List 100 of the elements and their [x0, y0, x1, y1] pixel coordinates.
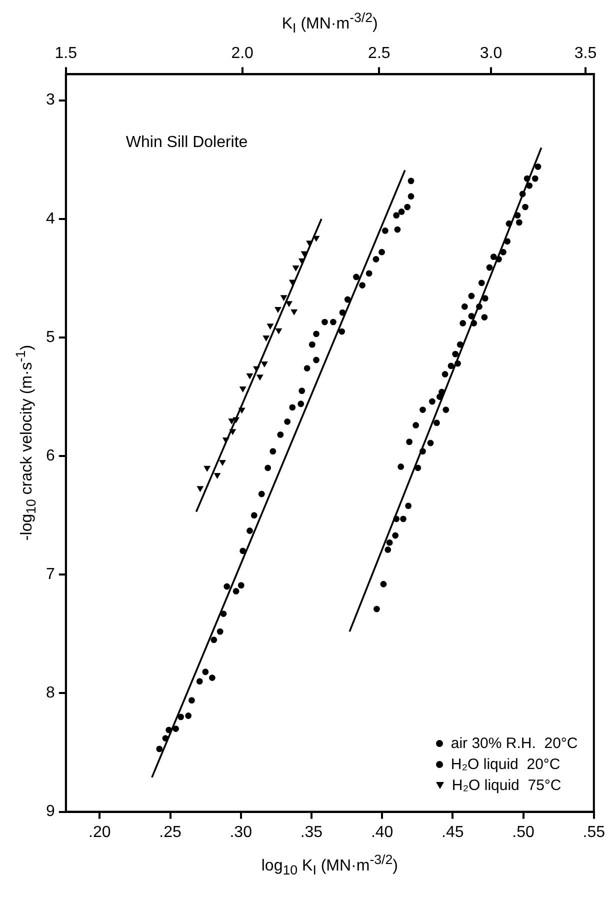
- point: [372, 256, 380, 262]
- point: [306, 240, 313, 247]
- point: [220, 610, 227, 617]
- point: [246, 528, 253, 534]
- point: [460, 320, 466, 326]
- point: [412, 422, 420, 428]
- point: [298, 400, 304, 408]
- point: [522, 204, 528, 210]
- legend-label: H₂O liquid 75°C: [452, 776, 562, 794]
- point: [404, 204, 411, 210]
- point: [482, 295, 488, 302]
- point: [468, 312, 475, 320]
- point: [172, 726, 179, 732]
- point: [292, 265, 300, 272]
- x-axis-title: log$_{10}$ K$_{I}$ (MN·m$^{-3/2}$): [261, 852, 398, 878]
- point: [524, 175, 530, 182]
- point: [239, 386, 246, 392]
- legend-label: H₂O liquid 20°C: [450, 756, 560, 773]
- point: [300, 251, 308, 258]
- point: [393, 212, 400, 219]
- point: [461, 303, 468, 310]
- point: [156, 746, 163, 752]
- point: [284, 418, 291, 425]
- point: [438, 388, 445, 396]
- point: [420, 448, 426, 454]
- point: [452, 350, 459, 358]
- x-tick-label: .45: [442, 824, 464, 841]
- point: [240, 548, 246, 554]
- point: [308, 341, 316, 348]
- point: [304, 365, 310, 372]
- point: [166, 726, 172, 734]
- point: [339, 309, 346, 316]
- point: [313, 356, 320, 364]
- point: [204, 466, 211, 472]
- point: [408, 178, 414, 184]
- point: [405, 502, 412, 510]
- point: [408, 193, 414, 200]
- y-tick-label: 6: [46, 447, 55, 464]
- x-tick-label: .35: [300, 824, 323, 841]
- point: [250, 512, 258, 519]
- point: [393, 516, 400, 522]
- point: [456, 341, 464, 348]
- point: [210, 636, 218, 644]
- point: [185, 712, 192, 719]
- y-tick-label: 5: [46, 328, 55, 346]
- point: [436, 394, 443, 400]
- point: [253, 366, 260, 372]
- point: [442, 406, 450, 413]
- x2-tick-label: 2.0: [231, 45, 254, 62]
- point: [330, 318, 336, 326]
- point: [468, 292, 475, 300]
- point: [470, 320, 478, 326]
- point: [264, 464, 272, 472]
- point: [478, 280, 485, 286]
- point: [500, 248, 506, 256]
- point: [400, 516, 406, 522]
- point: [298, 388, 306, 394]
- point: [454, 360, 461, 367]
- point: [196, 486, 204, 492]
- point: [246, 373, 254, 380]
- point: [260, 362, 268, 368]
- point: [208, 674, 216, 681]
- point: [238, 582, 244, 588]
- point: [526, 182, 533, 189]
- point: [490, 254, 497, 260]
- point: [188, 697, 195, 704]
- point: [394, 226, 401, 233]
- x-tick-label: .40: [370, 824, 394, 841]
- point: [238, 408, 246, 414]
- point: [359, 282, 366, 288]
- point: [398, 464, 404, 470]
- point: [534, 163, 542, 170]
- y-tick-label: 8: [46, 684, 55, 702]
- point: [214, 473, 221, 480]
- point: [414, 464, 422, 472]
- point: [286, 301, 292, 308]
- point: [274, 307, 282, 313]
- point: [219, 460, 226, 466]
- point: [353, 274, 360, 280]
- x2-tick-label: 3.0: [480, 45, 502, 62]
- x-tick-label: .55: [582, 824, 606, 841]
- point: [280, 295, 288, 302]
- point: [486, 264, 493, 271]
- point: [275, 328, 282, 334]
- point: [338, 328, 346, 335]
- point: [374, 606, 380, 612]
- legend-label: air 30% R.H. 20°C: [450, 734, 578, 752]
- point: [386, 539, 393, 546]
- point: [514, 212, 521, 219]
- point: [504, 238, 511, 245]
- point: [496, 256, 502, 262]
- x2-tick-label: 1.5: [54, 45, 78, 62]
- point: [313, 330, 320, 338]
- point: [270, 448, 276, 454]
- point: [516, 219, 522, 226]
- point: [427, 440, 434, 446]
- point: [476, 303, 482, 310]
- annotation: Whin Sill Dolerite: [126, 134, 248, 152]
- point: [222, 437, 230, 444]
- point: [481, 314, 488, 320]
